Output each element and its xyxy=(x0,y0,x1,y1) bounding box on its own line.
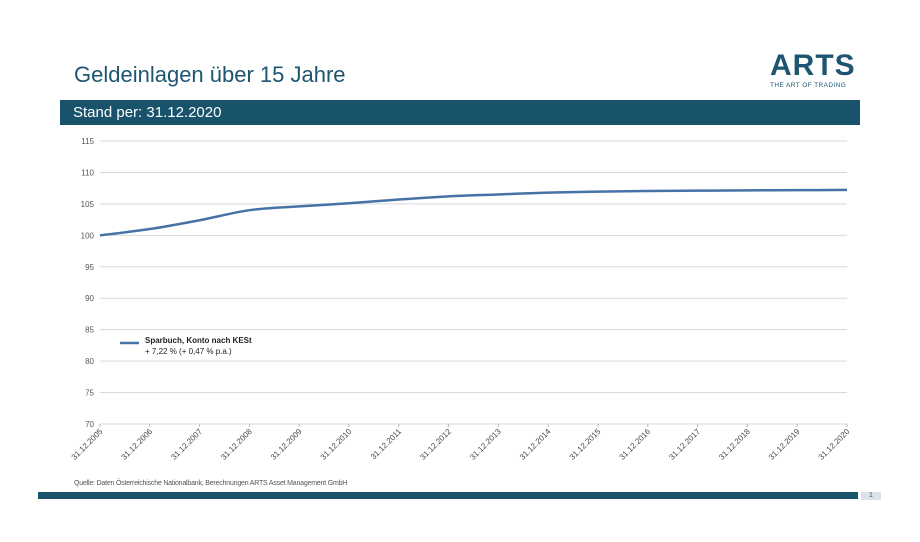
logo-tagline: THE ART OF TRADING xyxy=(770,82,847,89)
date-banner-text: Stand per: 31.12.2020 xyxy=(73,104,222,121)
x-tick-label: 31.12.2020 xyxy=(817,427,852,462)
y-tick-label: 70 xyxy=(85,420,94,429)
x-tick-label: 31.12.2005 xyxy=(70,427,105,462)
y-tick-label: 75 xyxy=(85,389,94,398)
x-tick-label: 31.12.2007 xyxy=(169,427,204,462)
footer-bar xyxy=(38,492,858,499)
y-tick-label: 110 xyxy=(81,168,94,177)
y-tick-label: 115 xyxy=(81,137,94,146)
arts-logo: ARTS THE ART OF TRADING xyxy=(770,49,856,90)
x-tick-label: 31.12.2015 xyxy=(568,427,603,462)
series-line xyxy=(99,188,848,237)
page-title: Geldeinlagen über 15 Jahre xyxy=(74,62,346,87)
x-tick-label: 31.12.2008 xyxy=(219,427,254,462)
x-tick-label: 31.12.2012 xyxy=(418,427,453,462)
legend-note: + 7,22 % (+ 0,47 % p.a.) xyxy=(145,347,232,356)
y-tick-label: 85 xyxy=(85,326,94,335)
x-tick-label: 31.12.2018 xyxy=(717,427,752,462)
legend-label: Sparbuch, Konto nach KESt xyxy=(145,336,252,345)
x-tick-label: 31.12.2019 xyxy=(767,427,802,462)
x-tick-label: 31.12.2009 xyxy=(269,427,304,462)
x-tick-label: 31.12.2014 xyxy=(518,427,553,462)
x-tick-label: 31.12.2016 xyxy=(618,427,653,462)
logo-wordmark: ARTS xyxy=(770,49,856,82)
y-tick-label: 95 xyxy=(85,263,94,272)
x-tick-label: 31.12.2011 xyxy=(369,427,404,462)
x-tick-label: 31.12.2006 xyxy=(120,427,155,462)
x-tick-label: 31.12.2017 xyxy=(667,427,702,462)
source-note: Quelle: Daten Österreichische Nationalba… xyxy=(74,480,348,487)
y-tick-label: 80 xyxy=(85,357,94,366)
x-tick-label: 31.12.2010 xyxy=(319,427,354,462)
y-tick-label: 90 xyxy=(85,294,94,303)
page-number: 1 xyxy=(861,492,881,500)
y-tick-label: 100 xyxy=(81,231,95,240)
y-tick-label: 105 xyxy=(81,200,95,209)
x-tick-label: 31.12.2013 xyxy=(468,427,503,462)
date-banner: Stand per: 31.12.2020 xyxy=(60,100,860,125)
